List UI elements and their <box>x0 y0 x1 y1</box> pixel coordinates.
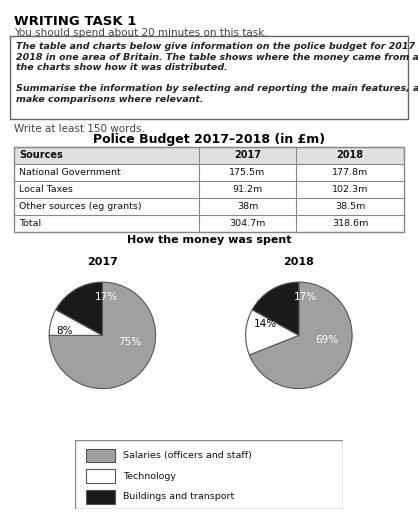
Text: You should spend about 20 minutes on this task.: You should spend about 20 minutes on thi… <box>14 28 268 38</box>
Text: 8%: 8% <box>56 326 72 336</box>
Text: 102.3m: 102.3m <box>332 185 368 194</box>
FancyBboxPatch shape <box>75 440 343 509</box>
Text: The table and charts below give information on the police budget for 2017 and: The table and charts below give informat… <box>16 42 418 51</box>
Text: 2017: 2017 <box>234 151 261 160</box>
Wedge shape <box>250 282 352 389</box>
Text: 69%: 69% <box>315 335 338 345</box>
Text: the charts show how it was distributed.: the charts show how it was distributed. <box>16 63 228 72</box>
Text: 318.6m: 318.6m <box>332 219 368 228</box>
Wedge shape <box>56 282 102 335</box>
FancyBboxPatch shape <box>10 36 408 119</box>
Text: make comparisons where relevant.: make comparisons where relevant. <box>16 95 204 103</box>
FancyBboxPatch shape <box>86 449 115 462</box>
Text: 75%: 75% <box>119 337 142 347</box>
Text: How the money was spent: How the money was spent <box>127 235 291 245</box>
Text: Police Budget 2017–2018 (in £m): Police Budget 2017–2018 (in £m) <box>93 133 325 146</box>
Text: 177.8m: 177.8m <box>332 168 368 177</box>
Wedge shape <box>246 310 299 355</box>
Text: Total: Total <box>19 219 41 228</box>
FancyBboxPatch shape <box>86 490 115 504</box>
Text: Summarise the information by selecting and reporting the main features, and: Summarise the information by selecting a… <box>16 84 418 93</box>
Title: 2017: 2017 <box>87 257 118 267</box>
Text: Write at least 150 words.: Write at least 150 words. <box>14 124 145 134</box>
Wedge shape <box>49 310 102 335</box>
Text: 2018: 2018 <box>336 151 364 160</box>
Title: 2018: 2018 <box>283 257 314 267</box>
Text: 17%: 17% <box>294 292 317 302</box>
Wedge shape <box>252 282 299 335</box>
Text: Local Taxes: Local Taxes <box>19 185 73 194</box>
Bar <box>14 147 404 232</box>
Text: 91.2m: 91.2m <box>232 185 263 194</box>
Text: National Government: National Government <box>19 168 121 177</box>
Text: 38.5m: 38.5m <box>335 202 365 211</box>
Wedge shape <box>49 282 155 389</box>
Text: Buildings and transport: Buildings and transport <box>123 493 234 501</box>
Text: 17%: 17% <box>95 292 118 302</box>
Text: 38m: 38m <box>237 202 258 211</box>
Text: Other sources (eg grants): Other sources (eg grants) <box>19 202 142 211</box>
Text: Salaries (officers and staff): Salaries (officers and staff) <box>123 451 252 460</box>
Text: 14%: 14% <box>254 318 278 329</box>
Text: Technology: Technology <box>123 472 176 481</box>
Text: 2018 in one area of Britain. The table shows where the money came from and: 2018 in one area of Britain. The table s… <box>16 53 418 61</box>
Text: WRITING TASK 1: WRITING TASK 1 <box>14 15 136 28</box>
Text: 304.7m: 304.7m <box>229 219 266 228</box>
FancyBboxPatch shape <box>86 470 115 483</box>
Text: 175.5m: 175.5m <box>229 168 265 177</box>
Text: Sources: Sources <box>19 151 63 160</box>
FancyBboxPatch shape <box>14 147 404 164</box>
